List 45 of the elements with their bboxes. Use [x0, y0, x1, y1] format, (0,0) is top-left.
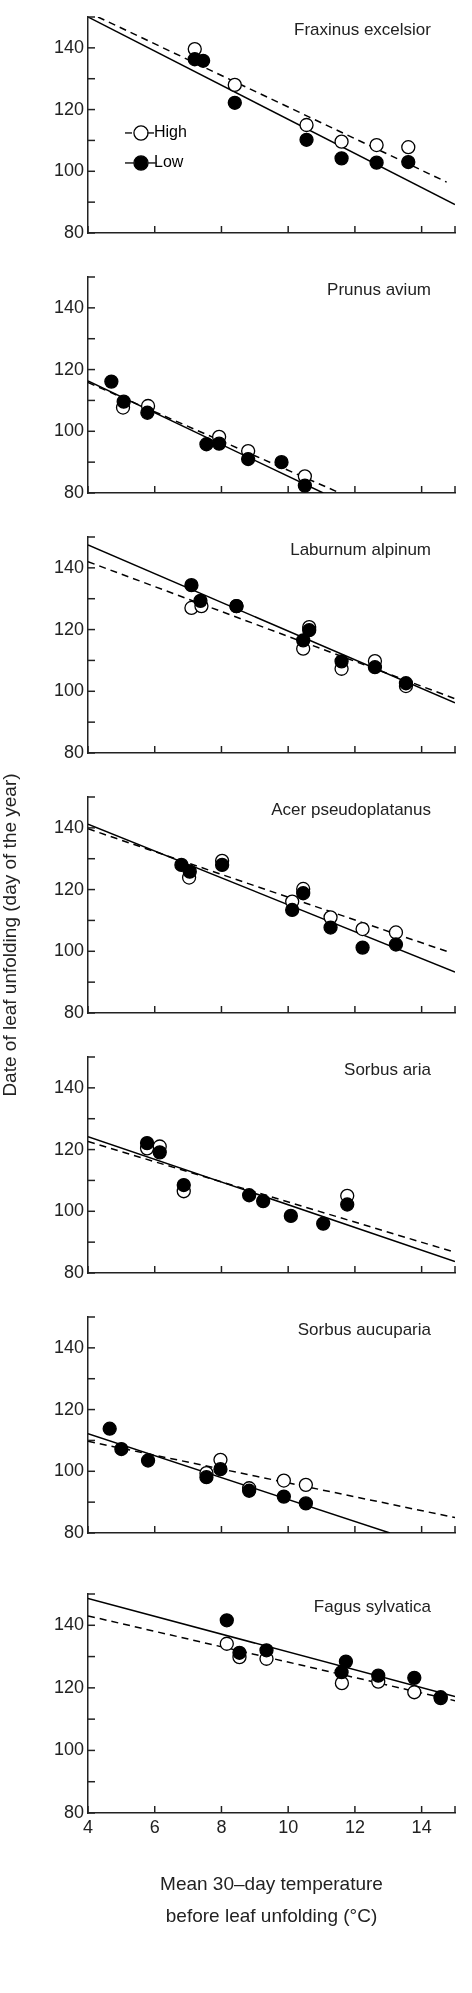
x-tick-label: 6: [149, 1816, 160, 1837]
chart-title: Prunus avium: [327, 279, 431, 299]
y-tick-label: 140: [53, 816, 84, 837]
y-tick-label: 140: [53, 36, 84, 57]
y-tick-label: 140: [53, 1336, 84, 1357]
y-tick-label: 120: [53, 1398, 84, 1419]
y-tick-label: 120: [53, 618, 84, 639]
x-tick-label: 8: [216, 1816, 227, 1837]
y-tick-label: 120: [53, 1676, 84, 1697]
x-tick-label: 10: [278, 1816, 299, 1837]
y-tick-label: 120: [53, 1138, 84, 1159]
chart-title: Laburnum alpinum: [290, 539, 431, 559]
y-tick-label: 140: [53, 1076, 84, 1097]
y-tick-label: 100: [53, 1460, 84, 1481]
y-tick-label: 120: [53, 358, 84, 379]
legend-label: Low: [154, 153, 184, 171]
chart-title: Sorbus aria: [344, 1059, 432, 1079]
x-tick-label: 12: [344, 1816, 365, 1837]
chart-title: Fraxinus excelsior: [294, 19, 432, 39]
y-tick-label: 120: [53, 878, 84, 899]
y-tick-label: 80: [63, 1801, 84, 1822]
chart-title: Fagus sylvatica: [313, 1596, 432, 1616]
y-tick-label: 140: [53, 296, 84, 317]
y-tick-label: 100: [53, 160, 84, 181]
y-tick-label: 80: [63, 481, 84, 502]
y-tick-label: 140: [53, 556, 84, 577]
y-tick-label: 80: [63, 741, 84, 762]
y-tick-label: 100: [53, 1739, 84, 1760]
y-tick-label: 100: [53, 420, 84, 441]
y-axis-title: Date of leaf unfolding (day of the year): [0, 773, 21, 1097]
y-tick-label: 140: [53, 1614, 84, 1635]
y-tick-label: 80: [63, 1521, 84, 1542]
legend-label: High: [154, 123, 187, 141]
chart-title: Acer pseudoplatanus: [271, 799, 431, 819]
y-tick-label: 120: [53, 98, 84, 119]
x-tick-label: 4: [82, 1816, 94, 1837]
x-axis-title: Mean 30–day temperature before leaf unfolding (°C): [160, 1872, 383, 1927]
y-tick-label: 80: [63, 221, 84, 242]
y-tick-label: 100: [53, 680, 84, 701]
x-tick-label: 14: [411, 1816, 432, 1837]
chart-title: Sorbus aucuparia: [297, 1319, 432, 1339]
y-tick-label: 80: [63, 1261, 84, 1282]
y-tick-label: 100: [53, 1200, 84, 1221]
y-tick-label: 80: [63, 1001, 84, 1022]
y-tick-label: 100: [53, 940, 84, 961]
